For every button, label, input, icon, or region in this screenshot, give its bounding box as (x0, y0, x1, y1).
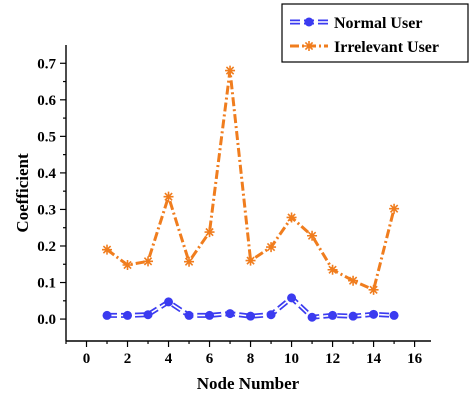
x-axis-title: Node Number (197, 374, 300, 393)
normal-user-point (307, 312, 317, 322)
irrelevant-user-point (266, 242, 277, 253)
irrelevant-user-point (307, 230, 318, 241)
normal-user-point (143, 310, 153, 320)
x-tick-label: 10 (284, 351, 299, 367)
x-tick-label: 12 (325, 351, 340, 367)
y-axis-title: Coefficient (13, 153, 32, 233)
x-tick-label: 0 (83, 351, 91, 367)
legend: Normal User Irrelevant User (281, 3, 469, 63)
irrelevant-user-series (102, 65, 400, 295)
legend-box (281, 3, 469, 63)
normal-user-series (102, 293, 399, 322)
normal-user-point (225, 309, 235, 319)
irrelevant-user-point (184, 256, 195, 267)
y-tick-label: 0.1 (37, 276, 56, 292)
irrelevant-user-point (143, 256, 154, 267)
normal-user-point (123, 310, 133, 320)
legend-label: Normal User (334, 15, 422, 32)
irrelevant-user-point (102, 244, 113, 255)
legend-items: Normal User Irrelevant User (290, 15, 439, 56)
irrelevant-user-point (348, 275, 359, 286)
irrelevant-user-point (389, 203, 400, 214)
normal-user-point (164, 297, 174, 307)
x-tick-label: 4 (165, 351, 173, 367)
legend-label: Irrelevant User (334, 39, 439, 56)
irrelevant-user-line (106, 69, 396, 292)
plot-area (102, 65, 400, 322)
normal-user-point (389, 310, 399, 320)
normal-user-point (205, 310, 215, 320)
irrelevant-user-point (225, 65, 236, 76)
irrelevant-user-point (245, 255, 256, 266)
x-tick-label: 14 (366, 351, 382, 367)
normal-user-point (369, 309, 379, 319)
y-tick-label: 0.5 (37, 129, 56, 145)
x-tick-label: 2 (124, 351, 132, 367)
irrelevant-user-point (327, 264, 338, 275)
normal-user-point (348, 311, 358, 321)
normal-user-point (102, 310, 112, 320)
axes: 0 2 4 6 8 10 12 14 16 0.0 0.1 0.2 0.3 0.4 0.5 0.6 0.7 (37, 45, 431, 367)
y-tick-label: 0.7 (37, 56, 56, 72)
x-tick-label: 6 (206, 351, 214, 367)
normal-user-point (287, 293, 297, 303)
legend-marker (304, 41, 314, 51)
irrelevant-user-point (204, 227, 215, 238)
legend-item-irrelevant-user: Irrelevant User (290, 39, 439, 56)
y-tick-label: 0.3 (37, 202, 56, 218)
x-tick-label: 8 (247, 351, 255, 367)
normal-user-point (328, 310, 338, 320)
legend-item-normal-user: Normal User (290, 15, 422, 32)
irrelevant-user-point (368, 284, 379, 295)
normal-user-point (266, 310, 276, 320)
y-tick-label: 0.2 (37, 239, 56, 255)
normal-user-line-core (107, 297, 395, 318)
x-tick-label: 16 (407, 351, 423, 367)
normal-user-point (246, 311, 256, 321)
irrelevant-user-point (163, 191, 174, 202)
y-tick-label: 0.4 (37, 166, 56, 182)
irrelevant-user-point (122, 259, 133, 270)
normal-user-point (184, 310, 194, 320)
y-tick-label: 0.0 (37, 312, 56, 328)
legend-marker (304, 17, 314, 27)
irrelevant-user-point (286, 212, 297, 223)
y-tick-label: 0.6 (37, 93, 56, 109)
